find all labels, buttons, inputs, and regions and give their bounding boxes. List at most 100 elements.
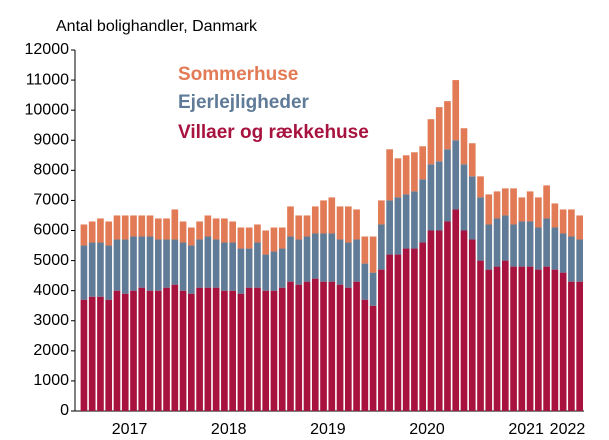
bar-segment [278, 227, 286, 249]
bar-segment [336, 206, 344, 240]
bar-segment [196, 239, 203, 288]
bar-segment [88, 296, 96, 411]
bar-segment [221, 218, 228, 243]
bar-segment [419, 179, 427, 243]
bar-segment [452, 140, 460, 210]
bar-segment [559, 209, 567, 234]
bar-segment [113, 215, 121, 240]
bar-segment [518, 197, 526, 222]
bar-segment [394, 197, 402, 255]
bar-segment [188, 293, 195, 411]
bar-segment [535, 269, 542, 411]
bar-segment [188, 227, 195, 246]
bar-segment [485, 224, 493, 270]
bar-segment [402, 248, 410, 411]
bar-segment [295, 215, 303, 240]
bar-segment [493, 218, 501, 267]
bar-segment [526, 221, 534, 267]
bar-segment [121, 215, 129, 240]
bar-segment [163, 287, 170, 411]
bar-segment [254, 242, 261, 288]
bar-segment [179, 221, 187, 243]
bar-segment [196, 287, 203, 411]
bar-segment [262, 290, 270, 411]
bar-segment [411, 152, 418, 192]
bar-segment [171, 239, 179, 285]
bar-segment [179, 242, 187, 291]
bar-segment [535, 227, 542, 270]
bar-segment [303, 215, 311, 237]
bar-segment [460, 128, 468, 165]
bar-segment [229, 290, 236, 411]
bar-segment [130, 215, 137, 237]
bar-segment [485, 269, 493, 411]
bar-segment [237, 227, 245, 249]
y-tick-label: 8000 [33, 162, 69, 179]
bar-segment [361, 236, 369, 264]
bar-segment [154, 218, 162, 240]
bar-segment [576, 215, 583, 240]
bar-segment [138, 236, 146, 288]
bar-segment [559, 233, 567, 273]
bar-segment [510, 224, 517, 267]
bar-segment [138, 215, 146, 237]
bar-segment [378, 200, 385, 225]
bar-segment [237, 248, 245, 294]
bar-segment [353, 209, 360, 240]
bar-segment [568, 209, 575, 237]
y-tick-label: 3000 [33, 312, 69, 329]
bar-segment [328, 197, 336, 234]
x-tick-label: 2021 [508, 421, 544, 438]
bar-segment [245, 287, 253, 411]
bar-segment [121, 239, 129, 294]
bar-segment [212, 239, 220, 288]
bar-segment [328, 233, 336, 282]
bar-segment [97, 296, 104, 411]
bar-segment [394, 158, 402, 198]
bar-segment [551, 203, 559, 228]
bar-segment [460, 164, 468, 231]
bar-segment [369, 305, 377, 411]
bar-segment [311, 233, 319, 279]
bar-segment [320, 233, 327, 282]
y-tick-label: 10000 [25, 101, 70, 118]
bar-segment [460, 230, 468, 411]
bar-segment [105, 221, 113, 246]
bar-segment [361, 299, 369, 411]
bar-segment [568, 281, 575, 411]
bar-segment [254, 287, 261, 411]
bar-segment [518, 266, 526, 411]
bar-segment [369, 236, 377, 273]
bar-segment [171, 284, 179, 411]
bar-segment [245, 248, 253, 288]
bar-segment [344, 206, 352, 243]
bar-segment [402, 194, 410, 249]
y-tick-label: 12000 [25, 41, 70, 58]
bar-segment [518, 221, 526, 267]
bar-segment [303, 281, 311, 411]
chart-subtitle: Antal bolighandler, Danmark [56, 18, 258, 35]
y-tick-label: 6000 [33, 222, 69, 239]
bar-segment [179, 290, 187, 411]
bar-segment [535, 197, 542, 228]
bar-segment [311, 206, 319, 234]
bar-segment [485, 194, 493, 225]
bar-segment [204, 236, 212, 288]
y-tick-label: 7000 [33, 192, 69, 209]
bar-segment [163, 239, 170, 288]
bar-segment [353, 239, 360, 282]
bar-segment [88, 242, 96, 297]
bar-segment [510, 188, 517, 225]
bar-segment [287, 281, 294, 411]
bar-segment [287, 236, 294, 282]
bar-segment [378, 269, 385, 411]
bar-segment [468, 143, 476, 177]
bar-segment [311, 278, 319, 411]
bar-segment [295, 239, 303, 285]
bar-segment [328, 281, 336, 411]
bar-segment [130, 290, 137, 411]
bar-segment [411, 191, 418, 249]
bar-segment [113, 239, 121, 291]
bar-segment [419, 242, 427, 411]
